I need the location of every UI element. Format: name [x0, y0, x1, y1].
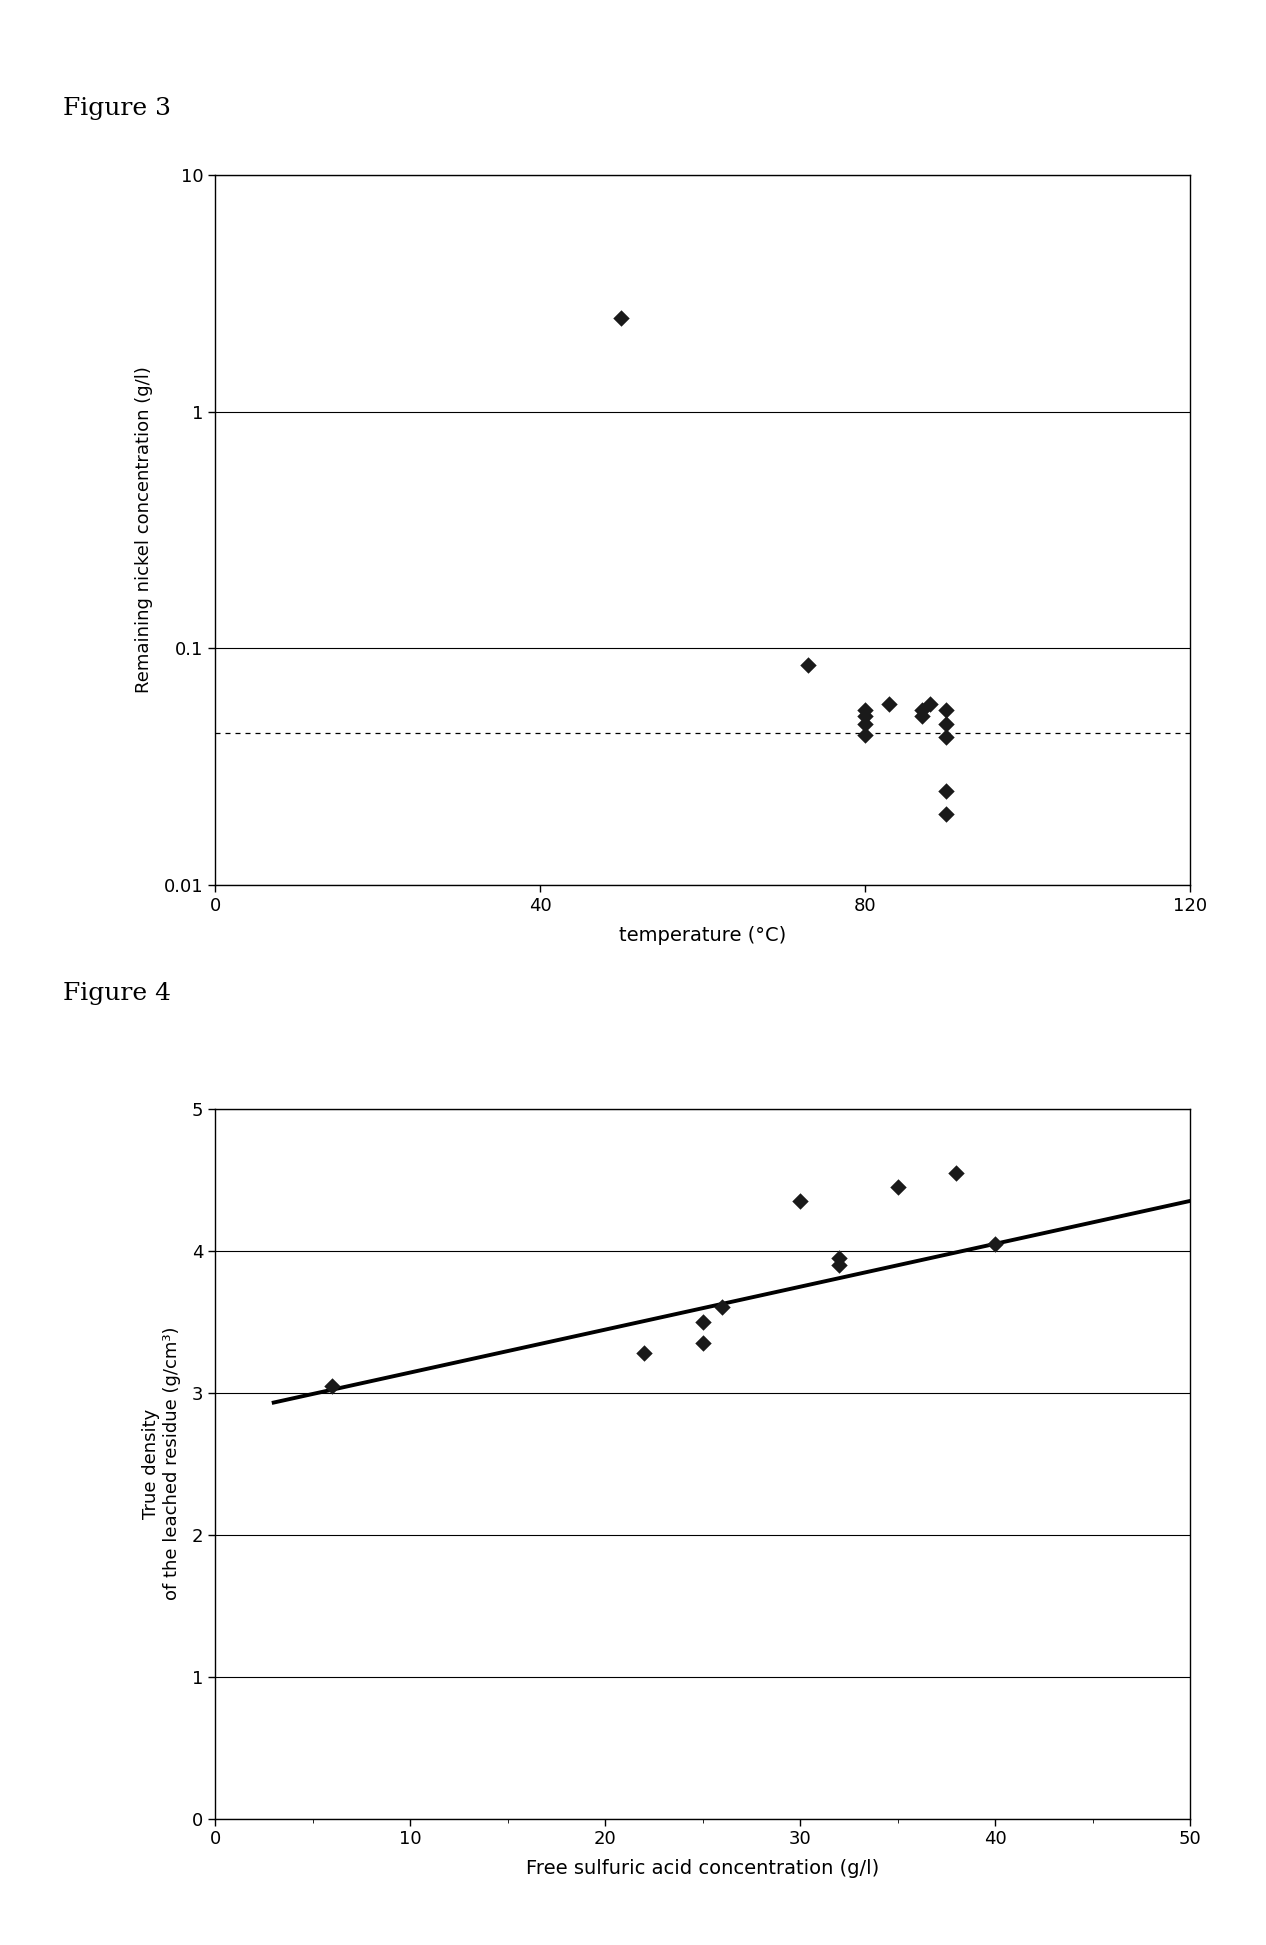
- Point: [920, 689, 941, 720]
- Point: [829, 1243, 849, 1274]
- X-axis label: Free sulfuric acid concentration (g/l): Free sulfuric acid concentration (g/l): [525, 1859, 880, 1879]
- Point: [711, 1291, 732, 1323]
- Point: [912, 700, 932, 731]
- Point: [937, 708, 957, 739]
- Point: [912, 694, 932, 725]
- Point: [946, 1157, 966, 1188]
- Point: [937, 694, 957, 725]
- Point: [937, 722, 957, 753]
- Point: [693, 1326, 713, 1358]
- Point: [693, 1307, 713, 1338]
- Point: [880, 689, 900, 720]
- Point: [937, 797, 957, 829]
- Point: [937, 776, 957, 807]
- Text: Figure 4: Figure 4: [63, 982, 171, 1006]
- Point: [634, 1338, 655, 1369]
- Point: [611, 301, 632, 333]
- Point: [798, 650, 818, 681]
- Point: [790, 1185, 810, 1216]
- Point: [855, 694, 875, 725]
- Y-axis label: True density
of the leached residue (g/cm³): True density of the leached residue (g/c…: [142, 1326, 181, 1601]
- Y-axis label: Remaining nickel concentration (g/l): Remaining nickel concentration (g/l): [134, 366, 153, 694]
- Point: [985, 1227, 1005, 1258]
- Text: Figure 3: Figure 3: [63, 97, 171, 121]
- Point: [887, 1171, 908, 1202]
- Point: [829, 1249, 849, 1280]
- Point: [855, 720, 875, 751]
- Point: [855, 700, 875, 731]
- Point: [855, 708, 875, 739]
- Point: [322, 1369, 342, 1400]
- X-axis label: temperature (°C): temperature (°C): [619, 926, 786, 945]
